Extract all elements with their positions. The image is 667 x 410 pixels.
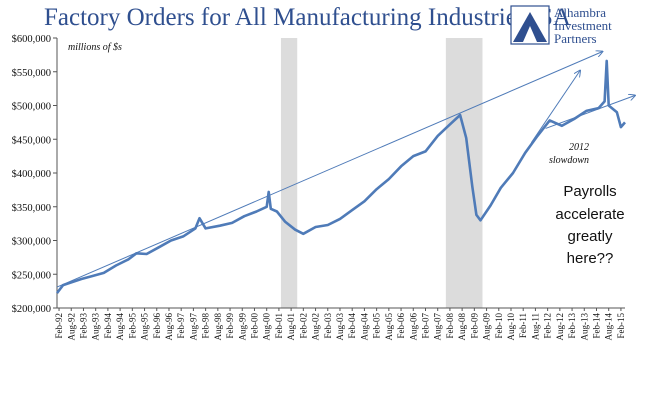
x-tick-label: Aug-92 [66,313,76,341]
slowdown-label-text: slowdown [549,155,589,166]
x-tick-label: Feb-14 [591,313,601,339]
recession-shading [280,38,483,308]
x-tick-label: Feb-07 [420,313,430,339]
x-tick-label: Aug-11 [530,313,540,340]
payrolls-label-line: accelerate [555,206,624,223]
y-tick-label: $550,000 [12,68,51,79]
x-tick-label: Feb-92 [54,313,64,339]
x-tick-label: Aug-10 [506,313,516,341]
trend-arrow [545,95,636,129]
x-tick-label: Feb-02 [298,313,308,339]
logo-line: Investment [554,18,612,33]
x-tick-label: Feb-08 [445,313,455,339]
y-tick-label: $400,000 [12,169,51,180]
y-tick-label: $200,000 [12,304,51,315]
x-tick-label: Aug-14 [604,313,614,341]
logo-text: Alhambra Investment Partners [554,6,612,45]
x-tick-label: Feb-01 [274,313,284,339]
x-tick-label: Aug-98 [213,313,223,341]
payrolls-label-line: Payrolls [563,183,616,200]
x-tick-label: Aug-07 [433,313,443,341]
y-tick-label: $450,000 [12,135,51,146]
x-tick-label: Aug-94 [115,313,125,341]
trend-arrow [56,52,603,288]
y-tick-label: $300,000 [12,237,51,248]
x-tick-label: Feb-00 [249,313,259,339]
recession-band [280,38,298,308]
x-tick-label: Aug-06 [408,313,418,341]
x-tick-label: Aug-01 [286,313,296,341]
x-tick-label: Aug-12 [555,313,565,341]
x-tick-label: Aug-13 [579,313,589,341]
slowdown-label-year: 2012 [569,142,589,153]
x-tick-label: Aug-09 [482,313,492,341]
x-tick-label: Feb-99 [225,313,235,339]
x-tick-label: Feb-11 [518,313,528,338]
units-label: millions of $s [68,42,122,53]
axes: $200,000 $250,000 $300,000 $350,000 $400,000… [12,34,626,341]
chart-title: Factory Orders for All Manufacturing Ind… [44,4,571,31]
x-tick-label: Feb-04 [347,313,357,339]
x-tick-label: Feb-10 [494,313,504,339]
y-tick-label: $600,000 [12,34,51,45]
x-tick-label: Aug-95 [140,313,150,341]
x-tick-label: Aug-02 [311,313,321,341]
logo-line: Partners [554,31,597,46]
x-tick-label: Feb-95 [127,313,137,339]
recession-band [445,38,483,308]
x-tick-label: Feb-03 [323,313,333,339]
annotations: millions of $s 2012 slowdown Payrolls ac… [68,42,625,267]
x-tick-label: Feb-05 [372,313,382,339]
logo-mark-icon [510,5,550,45]
x-tick-label: Feb-96 [152,313,162,339]
x-tick-label: Aug-97 [188,313,198,341]
x-tick-label: Aug-99 [237,313,247,341]
x-tick-label: Feb-06 [396,313,406,339]
x-tick-label: Feb-13 [567,313,577,339]
trend-arrow [530,70,580,143]
y-tick-label: $350,000 [12,203,51,214]
x-tick-label: Aug-05 [384,313,394,341]
x-tick-label: Aug-03 [335,313,345,341]
series-line [55,59,626,294]
x-tick-label: Feb-94 [103,313,113,339]
logo: Alhambra Investment Partners [508,4,648,50]
y-tick-label: $500,000 [12,102,51,113]
x-tick-label: Feb-93 [78,313,88,339]
x-tick-label: Feb-98 [201,313,211,339]
payrolls-label-line: here?? [567,250,614,267]
x-tick-label: Aug-93 [91,313,101,341]
x-tick-label: Aug-00 [262,313,272,341]
series-lines [55,59,626,294]
x-tick-label: Aug-04 [359,313,369,341]
x-tick-label: Aug-96 [164,313,174,341]
x-tick-label: Feb-12 [543,313,553,339]
trend-lines [56,52,636,288]
logo-line: Alhambra [554,5,606,20]
x-tick-label: Feb-09 [469,313,479,339]
x-tick-label: Feb-15 [616,313,626,339]
x-tick-label: Feb-97 [176,313,186,339]
x-tick-label: Aug-08 [457,313,467,341]
payrolls-label-line: greatly [567,228,613,245]
y-tick-label: $250,000 [12,270,51,281]
